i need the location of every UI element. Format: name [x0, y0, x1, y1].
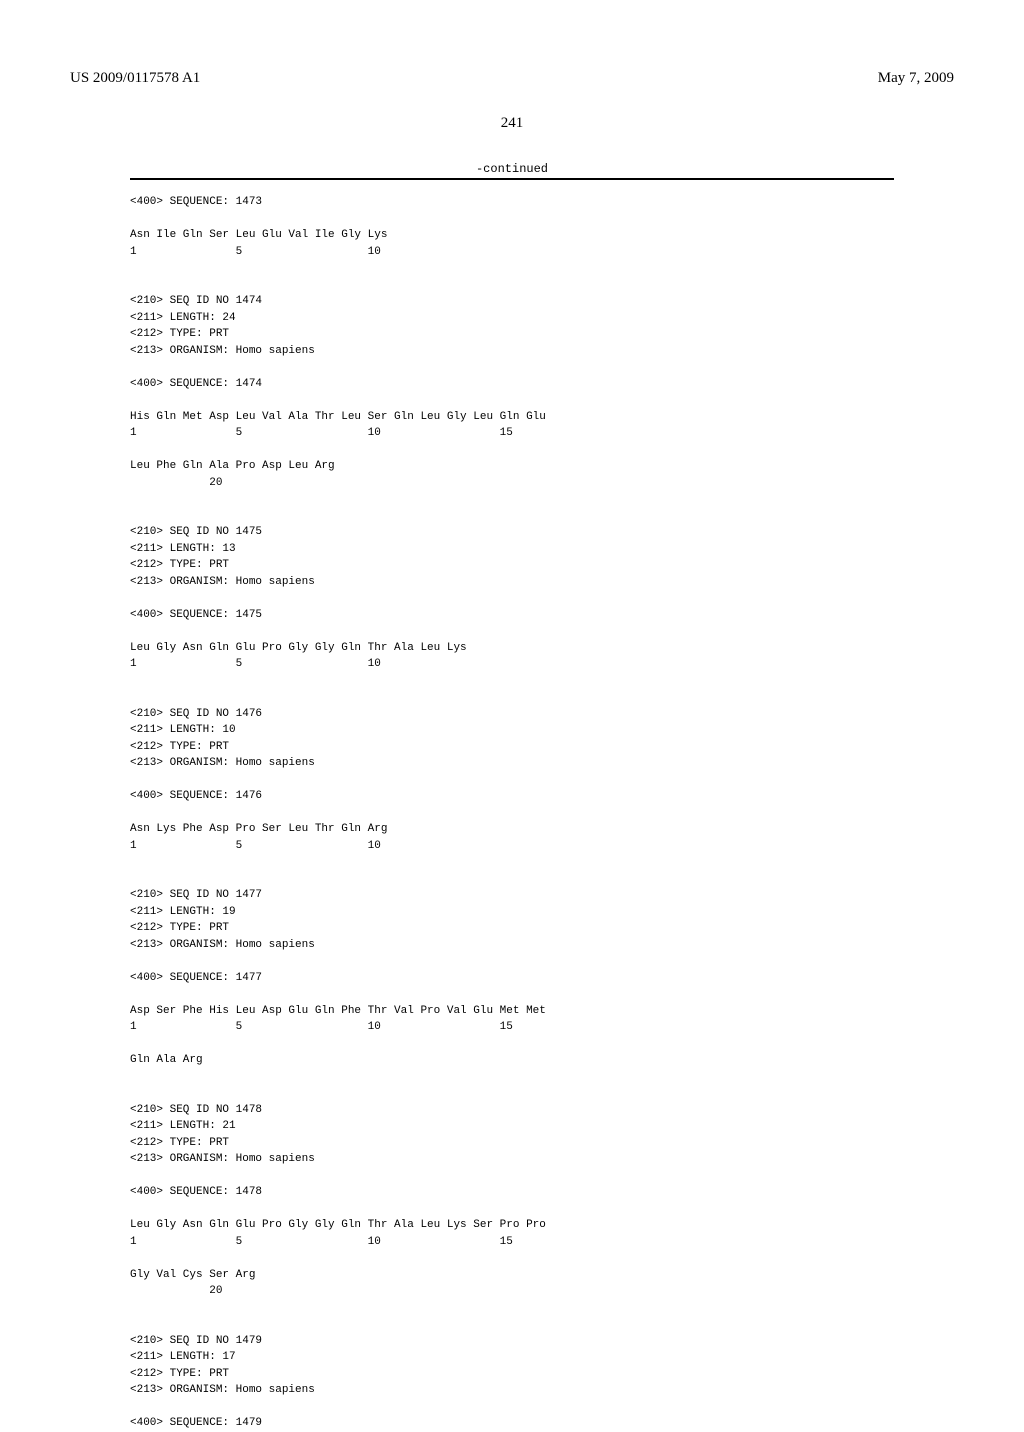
page-container: US 2009/0117578 A1 May 7, 2009 241 -cont… — [0, 0, 1024, 1320]
continued-label: -continued — [70, 162, 954, 176]
sequence-listing: <400> SEQUENCE: 1473 Asn Ile Gln Ser Leu… — [130, 194, 954, 1432]
publication-date: May 7, 2009 — [878, 70, 954, 87]
publication-number: US 2009/0117578 A1 — [70, 70, 200, 87]
page-number: 241 — [70, 115, 954, 132]
divider — [130, 178, 894, 180]
